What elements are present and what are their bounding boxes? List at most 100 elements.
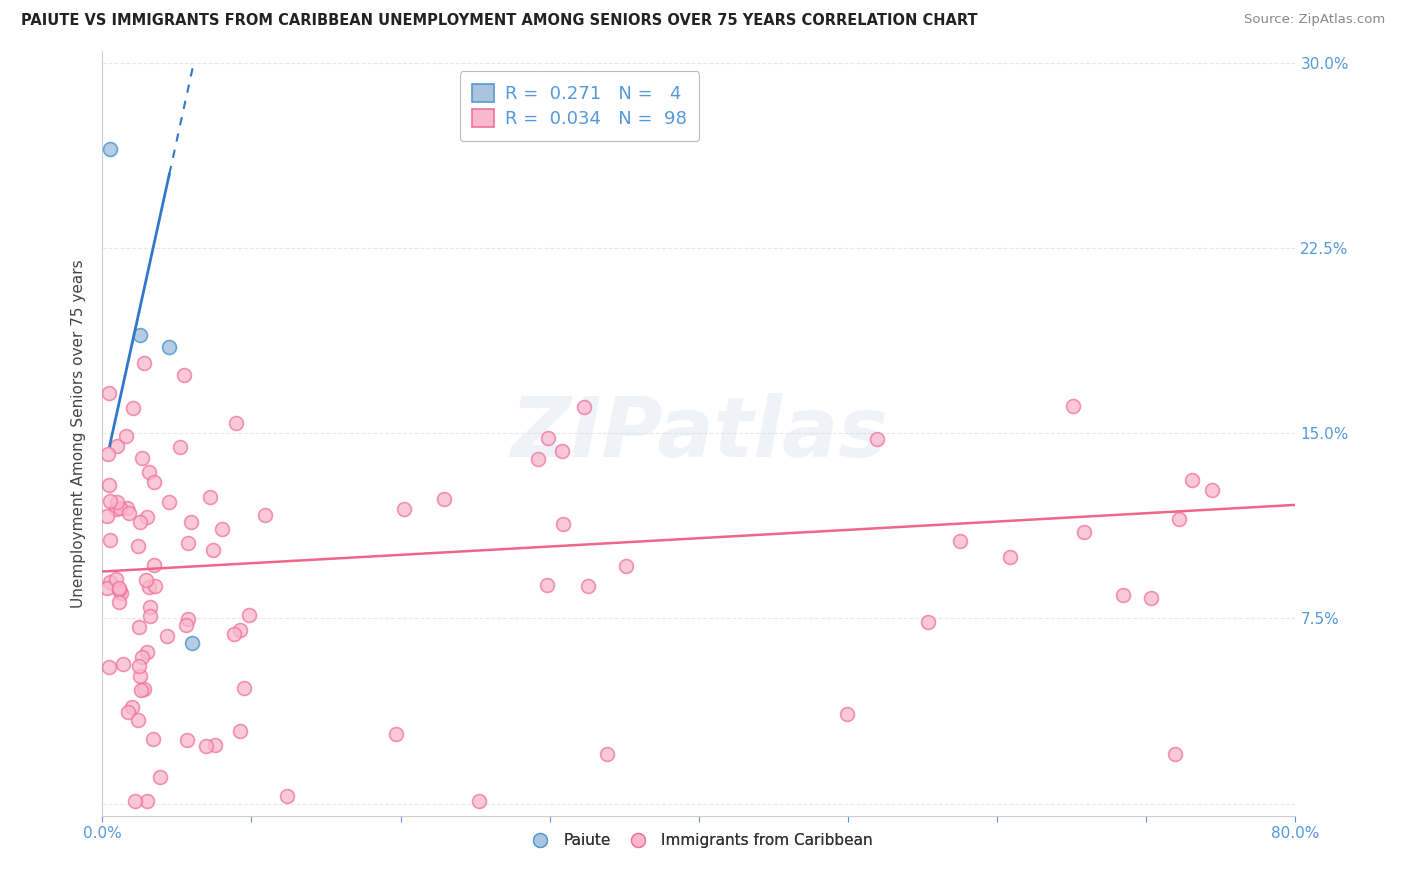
Point: [949, 533, 972, 548]
Point: [115, 501, 138, 516]
Point: [1164, 747, 1187, 761]
Point: [108, 595, 131, 609]
Point: [108, 582, 131, 596]
Point: [131, 450, 153, 465]
Point: [173, 368, 195, 382]
Point: [98, 478, 121, 492]
Point: [117, 705, 139, 719]
Point: [384, 726, 406, 740]
Point: [551, 516, 574, 531]
Point: [394, 501, 416, 516]
Point: [174, 618, 197, 632]
Point: [96, 581, 118, 595]
Point: [108, 582, 131, 597]
Point: [132, 356, 155, 370]
Point: [128, 327, 150, 342]
Point: [105, 495, 128, 509]
Point: [1062, 399, 1084, 413]
Point: [866, 433, 889, 447]
Point: [118, 506, 141, 520]
Point: [177, 612, 200, 626]
Point: [127, 713, 149, 727]
Legend: Paiute, Immigrants from Caribbean: Paiute, Immigrants from Caribbean: [519, 827, 879, 855]
Point: [149, 770, 172, 784]
Point: [100, 494, 122, 508]
Point: [135, 645, 157, 659]
Point: [156, 629, 179, 643]
Point: [180, 515, 202, 529]
Point: [128, 619, 150, 633]
Point: [121, 401, 143, 416]
Point: [551, 444, 574, 458]
Point: [253, 508, 276, 522]
Point: [124, 794, 146, 808]
Point: [98, 574, 121, 589]
Point: [1168, 511, 1191, 525]
Point: [998, 550, 1021, 565]
Point: [96, 508, 118, 523]
Point: [108, 500, 131, 515]
Point: [98, 533, 121, 548]
Point: [1112, 587, 1135, 601]
Point: [136, 794, 159, 808]
Point: [917, 615, 939, 629]
Point: [527, 452, 550, 467]
Point: [176, 732, 198, 747]
Point: [128, 669, 150, 683]
Point: [1201, 483, 1223, 497]
Point: [596, 747, 619, 762]
Point: [127, 539, 149, 553]
Point: [200, 490, 222, 504]
Point: [121, 700, 143, 714]
Point: [202, 542, 225, 557]
Point: [105, 439, 128, 453]
Point: [232, 681, 254, 695]
Point: [132, 682, 155, 697]
Point: [224, 626, 246, 640]
Point: [177, 535, 200, 549]
Point: [211, 522, 233, 536]
Point: [433, 491, 456, 506]
Point: [1139, 591, 1161, 606]
Point: [468, 794, 491, 808]
Text: Source: ZipAtlas.com: Source: ZipAtlas.com: [1244, 13, 1385, 27]
Point: [131, 650, 153, 665]
Point: [143, 475, 166, 490]
Text: PAIUTE VS IMMIGRANTS FROM CARIBBEAN UNEMPLOYMENT AMONG SENIORS OVER 75 YEARS COR: PAIUTE VS IMMIGRANTS FROM CARIBBEAN UNEM…: [21, 13, 977, 29]
Point: [143, 558, 166, 573]
Point: [129, 683, 152, 698]
Y-axis label: Unemployment Among Seniors over 75 years: Unemployment Among Seniors over 75 years: [72, 259, 86, 607]
Point: [1073, 525, 1095, 540]
Point: [97, 386, 120, 401]
Point: [180, 636, 202, 650]
Point: [98, 143, 121, 157]
Point: [576, 579, 599, 593]
Point: [143, 579, 166, 593]
Point: [111, 657, 134, 672]
Point: [229, 723, 252, 738]
Point: [238, 607, 260, 622]
Point: [1181, 473, 1204, 487]
Point: [128, 659, 150, 673]
Point: [105, 501, 128, 516]
Point: [837, 707, 859, 722]
Point: [614, 559, 637, 574]
Point: [225, 416, 247, 430]
Point: [110, 586, 132, 600]
Point: [276, 789, 298, 803]
Point: [204, 739, 226, 753]
Point: [135, 573, 157, 587]
Point: [157, 340, 180, 354]
Point: [136, 509, 159, 524]
Point: [139, 599, 162, 614]
Point: [104, 572, 127, 586]
Point: [138, 466, 160, 480]
Point: [157, 495, 180, 509]
Point: [195, 739, 218, 753]
Point: [129, 515, 152, 529]
Point: [169, 440, 191, 454]
Point: [141, 731, 163, 746]
Point: [537, 431, 560, 445]
Point: [97, 447, 120, 461]
Point: [115, 429, 138, 443]
